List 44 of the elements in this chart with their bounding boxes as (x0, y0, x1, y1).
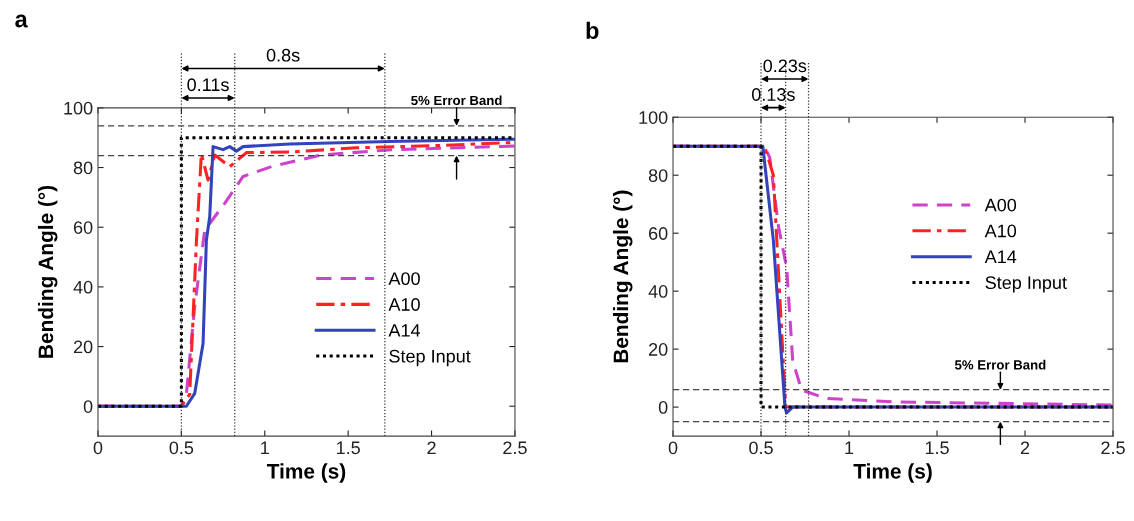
y-tick-label: 20 (649, 343, 668, 356)
x-tick-label: 2 (1020, 441, 1030, 455)
ref-line-label: 5% Error Band (954, 359, 1046, 370)
x-tick-label: 1.5 (925, 441, 949, 455)
x-tick-label: 2 (427, 441, 436, 455)
chart-title: b (586, 21, 599, 39)
x-tick-label: 1 (261, 441, 269, 455)
legend-label: Step Input (985, 276, 1067, 293)
y-tick-label: 80 (73, 161, 93, 175)
x-axis-title: Time (s) (266, 463, 346, 483)
x-tick-label: 0.5 (749, 441, 773, 455)
y-tick-label: 80 (648, 169, 668, 182)
text: 0.8s (266, 48, 300, 62)
y-tick-label: 60 (649, 227, 668, 240)
chart-title: a (15, 14, 28, 28)
x-tick-label: 1.5 (336, 441, 360, 455)
y-axis-title: Bending Angle (°) (37, 185, 58, 358)
x-tick-label: 0.5 (169, 441, 194, 455)
y-axis-title: Bending Angle (°) (612, 190, 633, 363)
y-tick-label: 20 (73, 340, 93, 354)
y-tick-label: 100 (639, 111, 668, 124)
y-tick-label: 100 (64, 101, 93, 115)
y-tick-label: 0 (83, 400, 93, 413)
legend-label: A14 (984, 250, 1017, 264)
legend-label: A00 (984, 198, 1017, 212)
text: 0.23s (763, 59, 807, 73)
y-tick-label: 40 (73, 280, 93, 294)
x-tick-label: 1 (845, 441, 854, 455)
x-tick-label: 0 (93, 441, 103, 455)
legend-label: A00 (388, 272, 420, 286)
y-tick-label: 60 (73, 221, 93, 234)
y-tick-label: 40 (648, 285, 668, 298)
text: 0.11s (187, 78, 229, 92)
legend-label: A14 (388, 324, 421, 337)
x-tick-label: 2.5 (1101, 441, 1125, 455)
x-axis-title: Time (s) (853, 463, 932, 483)
x-tick-label: 2.5 (503, 441, 527, 455)
y-tick-label: 0 (658, 401, 668, 414)
text: 0.13s (751, 88, 795, 101)
legend-label: A10 (388, 298, 420, 311)
ref-line-label: 5% Error Band (411, 95, 502, 106)
legend-label: A10 (984, 224, 1017, 238)
x-tick-label: 0 (668, 441, 678, 455)
legend-label: Step Input (389, 349, 471, 367)
